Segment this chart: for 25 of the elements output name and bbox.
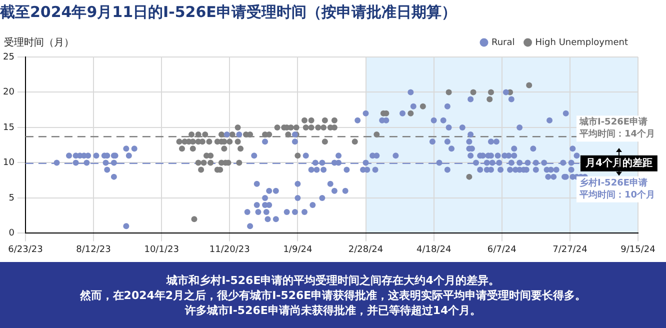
ref-line-label: 乡村I-526E申请平均时间：10个月 xyxy=(578,177,656,200)
text: 然而，在2024年2月之后，很少有城市I-526E申请获得批准，这表明实际平均申请受理时间要长得多。 xyxy=(78,288,588,302)
x-tick-label: 1/9/24 xyxy=(283,244,312,255)
x-tick-label: 7/27/24 xyxy=(552,244,588,255)
x-tick-label: 2/28/24 xyxy=(348,244,384,255)
text: 许多城市I-526E申请尚未获得批准，并已等待超过14个月。 xyxy=(184,302,482,318)
y-tick-label: 25 xyxy=(3,52,14,62)
y-tick-label: 0 xyxy=(8,228,15,239)
legend-label: High Unemployment xyxy=(535,38,628,48)
y-tick-label: 20 xyxy=(3,88,15,98)
x-tick-label: 8/12/23 xyxy=(76,244,111,255)
ref-line-label: 城市I-526E申请平均时间：14个月 xyxy=(578,116,656,140)
x-tick-label: 6/23/23 xyxy=(8,244,43,255)
y-tick-label: 10 xyxy=(3,158,15,168)
x-tick-label: 9/15/24 xyxy=(620,244,656,255)
y-tick-label: 5 xyxy=(8,193,14,204)
y-tick-label: 15 xyxy=(3,122,14,133)
x-tick-label: 11/20/23 xyxy=(209,244,250,255)
y-axis-title: 受理时间（月） xyxy=(4,36,74,49)
chart-title: 截至2024年9月11日的I-526E申请受理时间（按申请批准日期算） xyxy=(0,2,456,21)
x-tick-label: 6/7/24 xyxy=(487,244,517,255)
text: 城市和乡村I-526E申请的平均受理时间之间存在大约4个月的差异。 xyxy=(165,272,500,288)
x-tick-label: 4/18/24 xyxy=(416,244,452,255)
legend-label: Rural xyxy=(492,38,515,48)
x-tick-label: 10/1/23 xyxy=(144,244,179,255)
